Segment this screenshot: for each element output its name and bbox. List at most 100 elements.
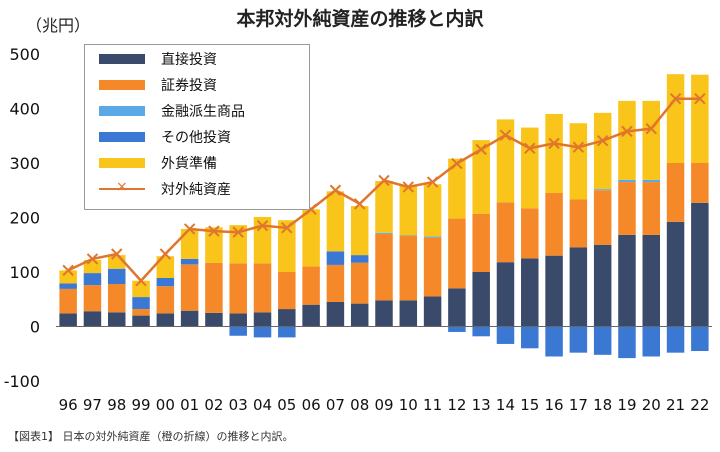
- bar-segment: [569, 123, 588, 200]
- x-tick-label: 00: [156, 396, 175, 414]
- y-tick-label: 0: [30, 318, 40, 337]
- bar-segment: [545, 255, 563, 327]
- bar-segment: [666, 326, 685, 353]
- bar-segment: [59, 288, 77, 314]
- legend-item-other-investment: その他投資: [85, 127, 231, 147]
- line-point-marker: [645, 122, 657, 135]
- bar-segment: [302, 266, 320, 305]
- bar-segment: [350, 303, 369, 327]
- bar-segment: [375, 300, 393, 327]
- bar-segment: [326, 264, 345, 302]
- bar-segment: [496, 262, 515, 327]
- x-tick-label: 07: [326, 396, 345, 414]
- bar-segment: [132, 309, 150, 316]
- bar-segment: [618, 326, 636, 359]
- x-tick-label: 21: [666, 396, 685, 414]
- line-point-marker: [329, 184, 342, 196]
- line-point-marker: [353, 198, 366, 210]
- bar-segment: [132, 315, 150, 327]
- x-tick-label: 17: [569, 396, 588, 414]
- bar-segment: [180, 310, 199, 327]
- bar-segment: [399, 185, 418, 236]
- bar-segment: [375, 232, 393, 234]
- line-point-marker: [256, 219, 269, 232]
- bar-segment: [691, 326, 709, 352]
- bar-segment: [59, 313, 77, 327]
- bar-segment: [59, 283, 77, 289]
- legend-label-reserve-assets: 外貨準備: [161, 156, 217, 172]
- line-point-marker: [548, 137, 560, 150]
- bar-segment: [423, 296, 442, 327]
- bar-segment: [278, 326, 296, 338]
- bar-segment: [642, 179, 661, 183]
- bar-segment: [205, 312, 223, 327]
- chart-title: 本邦対外純資産の推移と内訳: [236, 8, 484, 30]
- legend-item-direct-investment: 直接投資: [85, 49, 217, 69]
- bar-segment: [399, 300, 418, 327]
- bar-segment: [472, 326, 490, 337]
- bar-segment: [569, 247, 588, 327]
- bar-segment: [666, 163, 685, 222]
- legend-item-net-external-assets: × 対外純資産: [85, 179, 231, 199]
- bar-segment: [229, 326, 247, 336]
- bar-segment: [180, 258, 199, 265]
- bar-segment: [278, 309, 296, 327]
- bar-segment: [691, 163, 709, 203]
- y-tick-label: 200: [9, 209, 40, 228]
- x-tick-label: 16: [545, 396, 564, 414]
- legend-swatch-other-investment: [99, 132, 145, 142]
- legend-marker-icon: ×: [116, 179, 128, 195]
- bar-segment: [229, 225, 247, 264]
- bar-segment: [59, 270, 77, 284]
- bar-segment: [180, 264, 199, 311]
- line-point-marker: [694, 92, 706, 105]
- x-tick-label: 01: [180, 396, 199, 414]
- bar-segment: [691, 74, 709, 163]
- bar-segment: [326, 251, 345, 265]
- bar-segment: [569, 326, 588, 353]
- bar-segment: [521, 326, 539, 349]
- bar-segment: [205, 262, 223, 313]
- bar-segment: [350, 262, 369, 304]
- bar-segment: [448, 158, 466, 219]
- x-tick-label: 02: [204, 396, 223, 414]
- legend-item-financial-derivatives: 金融派生商品: [85, 101, 245, 121]
- bar-segment: [618, 179, 636, 183]
- line-point-marker: [232, 226, 244, 238]
- x-tick-label: 96: [59, 396, 78, 414]
- bar-segment: [302, 209, 320, 267]
- bar-segment: [593, 112, 612, 190]
- line-point-marker: [451, 157, 463, 170]
- bar-segment: [666, 221, 685, 327]
- bar-segment: [229, 263, 247, 314]
- legend-swatch-reserve-assets: [99, 158, 145, 168]
- bar-segment: [448, 326, 466, 332]
- bar-segment: [229, 313, 247, 327]
- bar-segment: [156, 286, 175, 314]
- legend-label-portfolio-investment: 証券投資: [161, 78, 217, 94]
- bar-segment: [521, 127, 539, 209]
- line-point-marker: [621, 125, 633, 138]
- x-tick-label: 10: [399, 396, 418, 414]
- y-tick-label: 100: [9, 263, 40, 282]
- x-tick-label: 06: [302, 396, 321, 414]
- x-tick-label: 11: [423, 396, 442, 414]
- legend-line-net-external-assets: ×: [99, 179, 145, 195]
- bar-segment: [496, 326, 515, 344]
- y-tick-label: -100: [4, 372, 40, 391]
- bar-segment: [496, 119, 515, 203]
- bar-segment: [302, 304, 320, 327]
- x-tick-label: 12: [447, 396, 466, 414]
- bar-segment: [399, 236, 418, 301]
- x-tick-label: 05: [277, 396, 296, 414]
- line-point-marker: [596, 134, 609, 147]
- y-tick-label: 500: [9, 45, 40, 64]
- line-point-marker: [111, 248, 123, 260]
- bar-segment: [253, 326, 272, 338]
- legend-label-financial-derivatives: 金融派生商品: [161, 104, 245, 120]
- bar-segment: [496, 202, 515, 263]
- line-point-marker: [86, 253, 99, 265]
- bar-segment: [545, 192, 563, 256]
- x-tick-label: 14: [496, 396, 515, 414]
